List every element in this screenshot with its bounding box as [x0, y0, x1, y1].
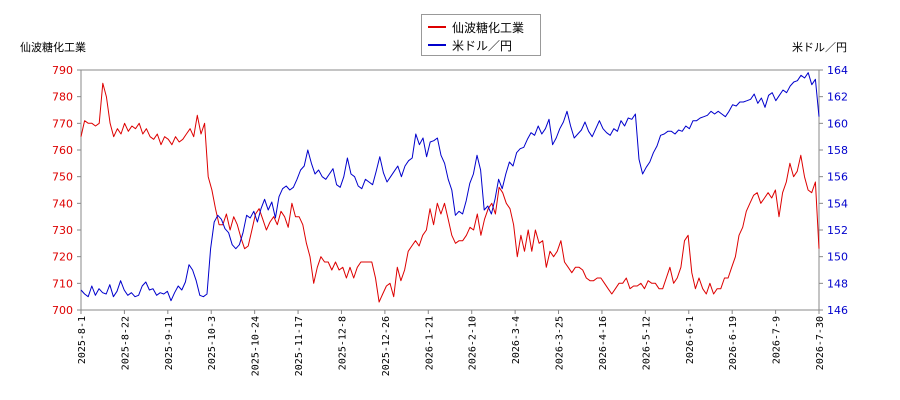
left-axis-title: 仙波糖化工業: [20, 41, 86, 54]
legend-item-stock: 仙波糖化工業: [428, 18, 524, 36]
left-tick-label: 790: [52, 64, 73, 77]
left-tick-label: 700: [52, 304, 73, 317]
series-line-usdjpy: [80, 72, 820, 302]
x-tick-label: 2026-6-19: [728, 316, 739, 370]
legend-label-usdjpy: 米ドル／円: [452, 38, 513, 53]
x-tick-label: 2025-10-24: [251, 316, 262, 376]
left-tick-label: 750: [52, 171, 73, 184]
legend-label-stock: 仙波糖化工業: [452, 20, 525, 35]
x-tick-label: 2026-5-12: [641, 316, 652, 370]
right-tick-label: 152: [827, 224, 848, 237]
right-tick-label: 146: [827, 304, 848, 317]
x-tick-label: 2025-8-1: [77, 316, 88, 364]
right-axis-title: 米ドル／円: [792, 41, 847, 54]
left-tick-label: 740: [52, 197, 73, 210]
right-tick-label: 156: [827, 171, 848, 184]
x-tick-label: 2026-4-16: [598, 316, 609, 370]
x-tick-label: 2025-12-8: [337, 316, 348, 370]
x-tick-label: 2026-7-30: [815, 316, 826, 370]
legend-swatch-stock: [428, 26, 446, 28]
right-tick-label: 160: [827, 117, 848, 130]
left-tick-label: 780: [52, 91, 73, 104]
right-tick-label: 154: [827, 197, 848, 210]
x-tick-label: 2026-2-10: [468, 316, 479, 370]
right-tick-label: 158: [827, 144, 848, 157]
x-tick-label: 2026-1-21: [424, 316, 435, 370]
x-tick-label: 2026-3-25: [555, 316, 566, 370]
right-tick-label: 148: [827, 277, 848, 290]
x-tick-label: 2025-9-11: [164, 316, 175, 370]
left-tick-label: 730: [52, 224, 73, 237]
x-tick-label: 2025-11-17: [294, 316, 305, 376]
x-tick-label: 2026-6-1: [685, 316, 696, 364]
legend-item-usdjpy: 米ドル／円: [428, 36, 512, 54]
right-tick-label: 150: [827, 251, 848, 264]
x-tick-label: 2026-3-4: [511, 316, 522, 364]
left-tick-label: 710: [52, 277, 73, 290]
legend-swatch-usdjpy: [428, 44, 446, 46]
left-tick-label: 770: [52, 117, 73, 130]
x-tick-label: 2026-7-9: [772, 316, 783, 364]
chart-legend: 仙波糖化工業 米ドル／円: [421, 14, 541, 56]
x-tick-label: 2025-8-22: [120, 316, 131, 370]
right-tick-label: 162: [827, 91, 848, 104]
plot-frame: [80, 69, 820, 311]
right-tick-label: 164: [827, 64, 848, 77]
x-tick-label: 2025-10-3: [207, 316, 218, 370]
x-tick-label: 2025-12-26: [381, 316, 392, 376]
left-tick-label: 720: [52, 251, 73, 264]
series-line-stock: [80, 82, 820, 303]
left-tick-label: 760: [52, 144, 73, 157]
